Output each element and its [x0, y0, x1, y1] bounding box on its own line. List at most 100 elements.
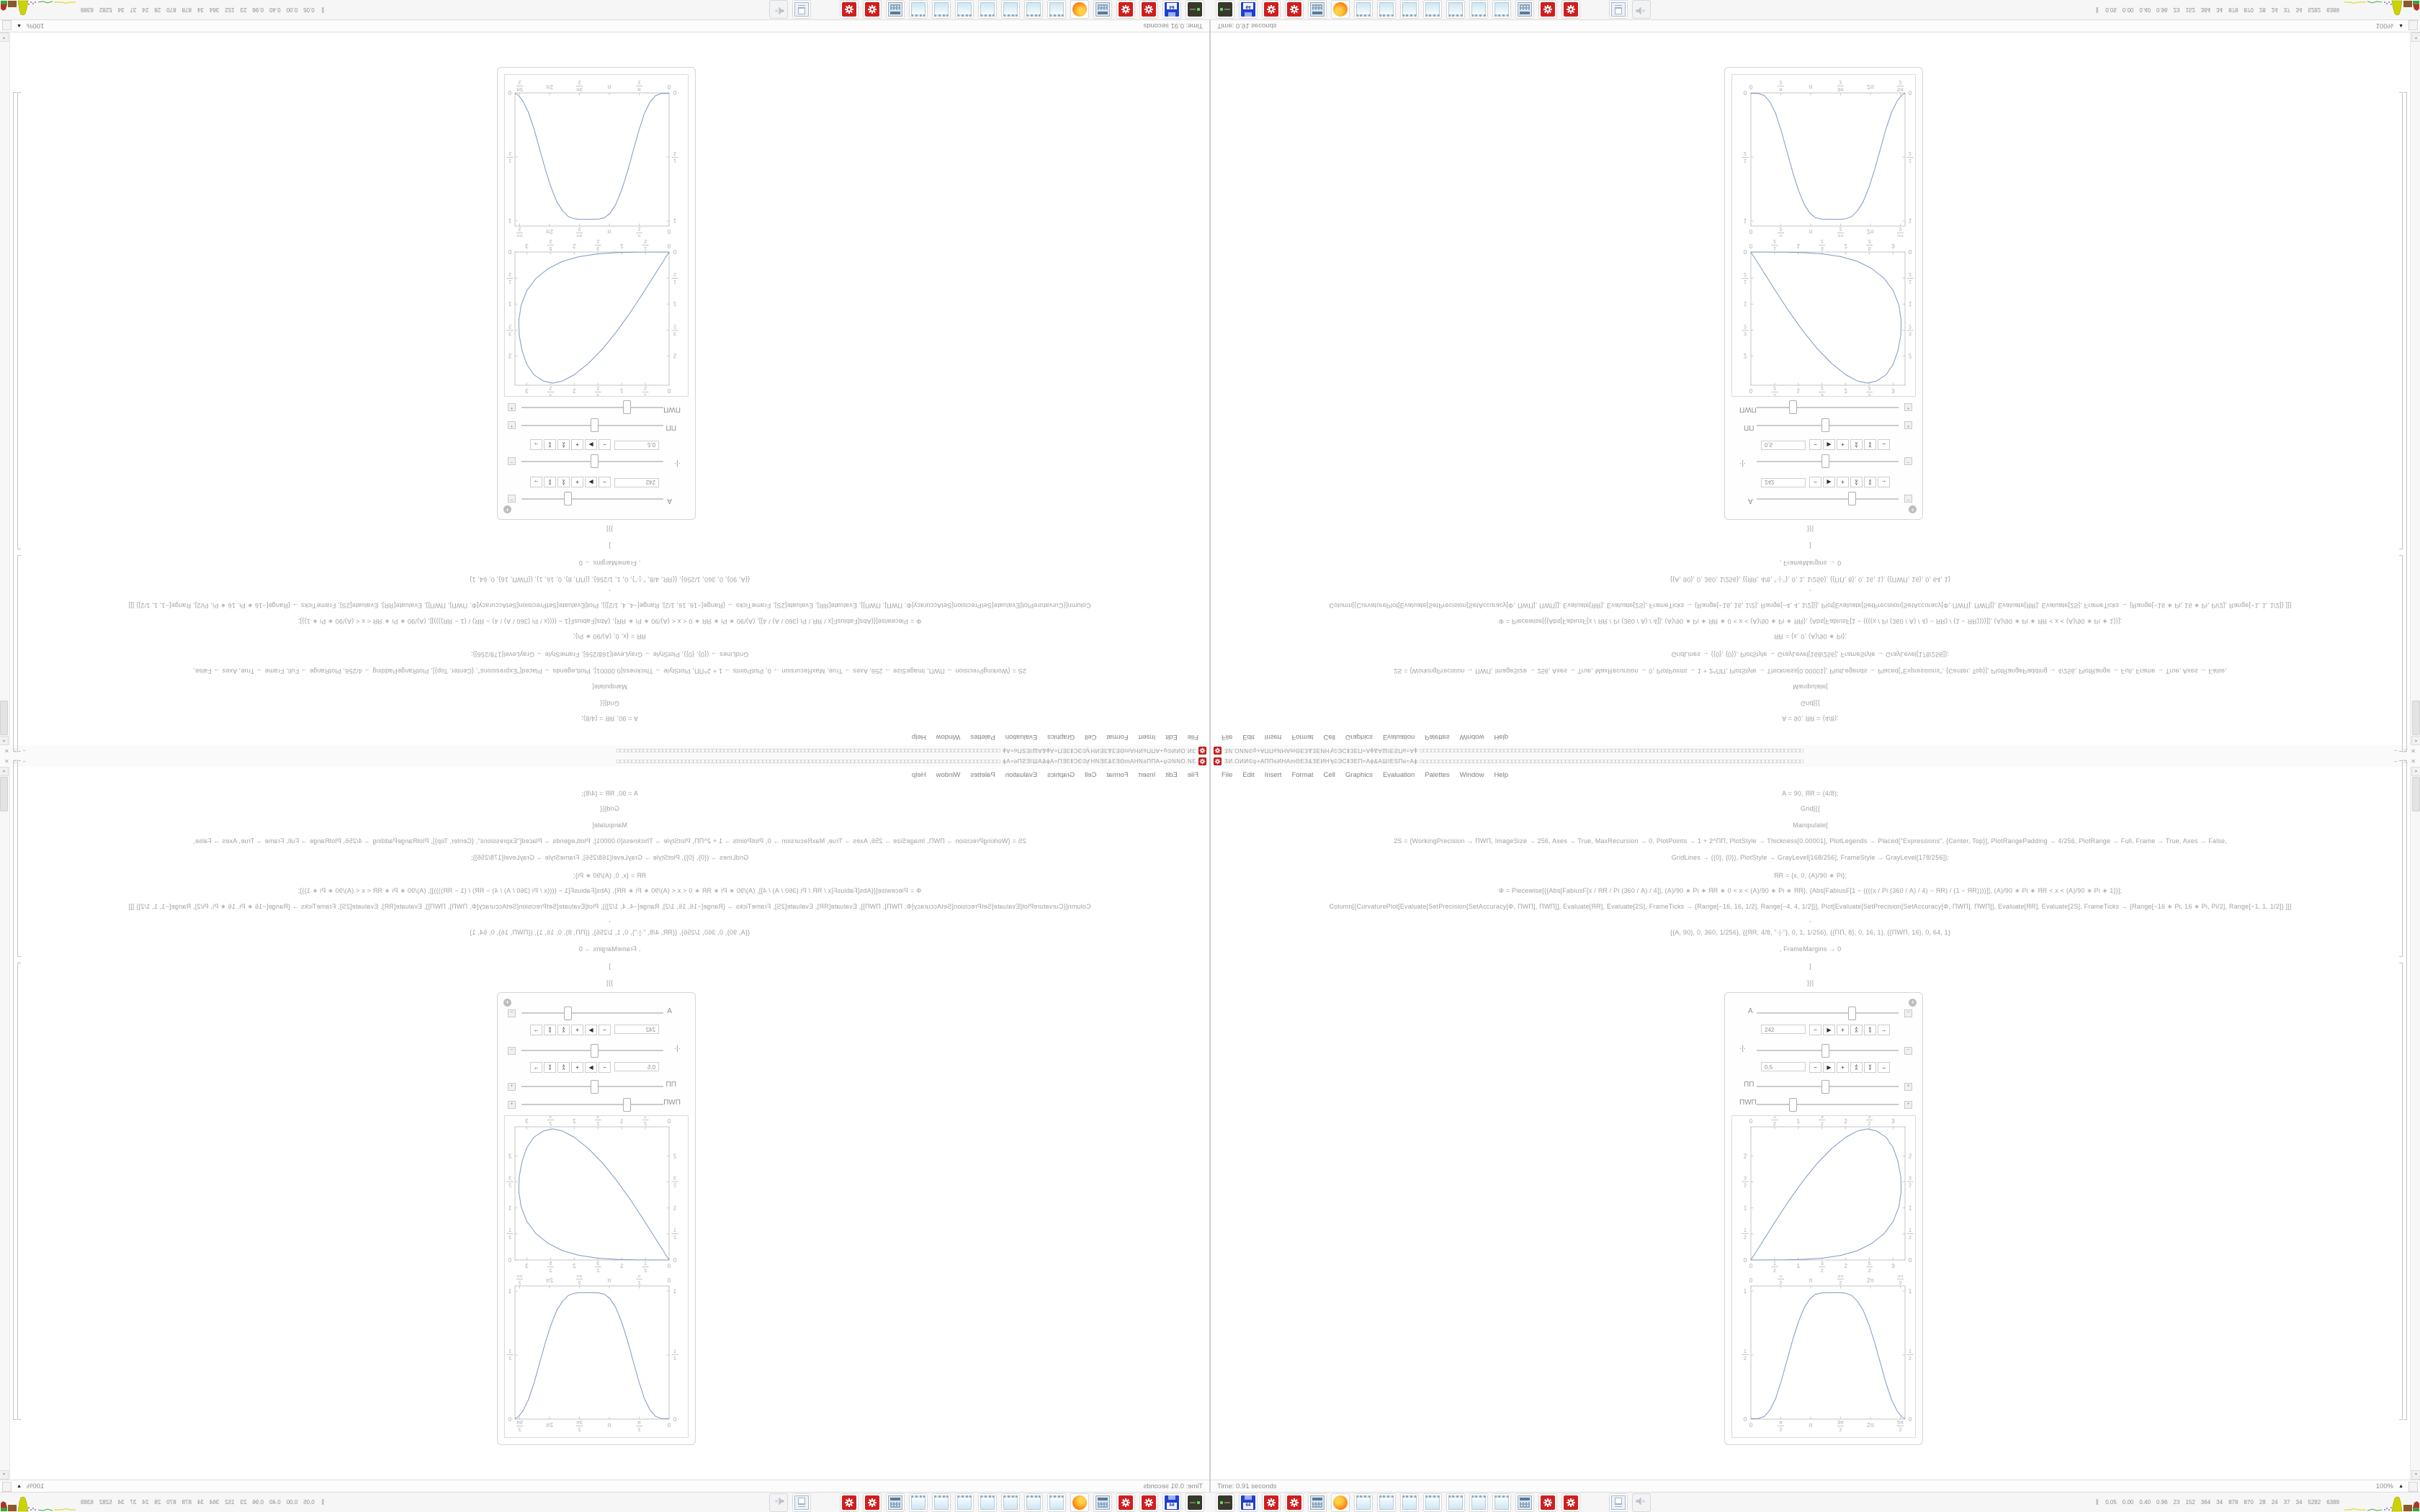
- close-button[interactable]: ✕: [4, 757, 9, 765]
- taskbar-notepad-button[interactable]: [1377, 0, 1396, 19]
- taskbar-calculator-button[interactable]: [1308, 1493, 1327, 1512]
- window-resize-corner[interactable]: [2408, 20, 2418, 31]
- minimize-button[interactable]: –: [22, 747, 26, 755]
- slider-collapse-button[interactable]: −: [1904, 1009, 1912, 1017]
- menu-item-help[interactable]: Help: [912, 771, 926, 779]
- anim-step-forward-button[interactable]: +: [571, 439, 583, 450]
- menu-item-graphics[interactable]: Graphics: [1047, 771, 1075, 779]
- cell-bracket-group[interactable]: [13, 92, 17, 752]
- taskbar-mathematica-button[interactable]: [1116, 1493, 1135, 1512]
- slider-collapse-button[interactable]: −: [508, 1009, 516, 1017]
- slider-value-field[interactable]: 242: [1761, 478, 1806, 487]
- anim-slower-button[interactable]: ∨ ∨: [544, 439, 556, 450]
- taskbar-notepad-button[interactable]: [1400, 0, 1419, 19]
- anim-faster-button[interactable]: ∧ ∧: [557, 477, 570, 487]
- anim-direction-button[interactable]: →: [530, 439, 542, 450]
- taskbar-notepad-button[interactable]: [1492, 0, 1511, 19]
- cell-bracket-group[interactable]: [2403, 760, 2407, 1420]
- slider-expand-button[interactable]: +: [1904, 421, 1912, 429]
- code-line[interactable]: Α = 90, ЯR = (4/8);: [10, 790, 1209, 797]
- slider-track[interactable]: [521, 1104, 663, 1105]
- taskbar-notepad-button[interactable]: [978, 0, 997, 19]
- code-line[interactable]: ,: [10, 916, 1209, 923]
- anim-play-button[interactable]: ▶: [585, 1025, 597, 1035]
- code-line[interactable]: Manipulate[: [10, 683, 1209, 690]
- anim-slower-button[interactable]: ∨ ∨: [544, 477, 556, 487]
- slider-value-field[interactable]: 0.5: [1761, 441, 1806, 450]
- code-line[interactable]: ,: [10, 589, 1209, 596]
- taskbar-mathematica-button[interactable]: [863, 0, 882, 19]
- slider-track[interactable]: [1757, 407, 1899, 408]
- code-line[interactable]: Φ = Piecewise[{{Abs[FabiusF[x / ЯR / Pi …: [10, 887, 1209, 895]
- taskbar-mathematica-button[interactable]: [1116, 0, 1135, 19]
- taskbar-mathematica-button[interactable]: [1139, 0, 1158, 19]
- slider-expand-button[interactable]: +: [508, 403, 516, 411]
- code-line[interactable]: Grid[{{: [10, 805, 1209, 812]
- anim-step-back-button[interactable]: −: [599, 439, 611, 450]
- code-line[interactable]: GridLines → {{0}, {0}}, PlotStyle → Gray…: [1211, 854, 2410, 861]
- taskbar-volume-muted-button[interactable]: [769, 1493, 788, 1512]
- code-line[interactable]: 2S = {WorkingPrecision → ΠWΠ, ImageSize …: [1211, 837, 2410, 845]
- taskbar-printer-button[interactable]: [792, 1493, 811, 1512]
- magnification-dropdown-icon[interactable]: ▲: [17, 23, 22, 28]
- menu-item-edit[interactable]: Edit: [1165, 771, 1178, 779]
- anim-step-back-button[interactable]: −: [599, 477, 611, 487]
- code-line[interactable]: Grid[{{: [10, 700, 1209, 707]
- code-line[interactable]: ]: [10, 963, 1209, 970]
- window-titlebar[interactable]: ЗИ.ОИИ©ϙ+АППϭИНАmΘЕЗ&ЗЕИНϡ©ЭСⅡЗЕП≈Аϕ&АШΙ…: [1211, 756, 2420, 768]
- code-line[interactable]: Α = 90, ЯR = (4/8);: [10, 715, 1209, 722]
- menu-item-insert[interactable]: Insert: [1264, 771, 1282, 779]
- taskbar-calculator-button[interactable]: [1093, 1493, 1112, 1512]
- anim-slower-button[interactable]: ∨ ∨: [1864, 1025, 1876, 1035]
- menu-item-edit[interactable]: Edit: [1165, 733, 1178, 741]
- code-line[interactable]: 2S = {WorkingPrecision → ΠWΠ, ImageSize …: [10, 837, 1209, 845]
- taskbar-notepad-button[interactable]: [1377, 1493, 1396, 1512]
- slider-thumb[interactable]: [1788, 1098, 1797, 1112]
- magnification-value[interactable]: 100%: [26, 1482, 45, 1490]
- taskbar-calculator-button[interactable]: [1093, 0, 1112, 19]
- taskbar-mathematica-button[interactable]: [1285, 1493, 1304, 1512]
- taskbar-notepad-button[interactable]: [1423, 1493, 1442, 1512]
- anim-slower-button[interactable]: ∨ ∨: [544, 1062, 556, 1073]
- taskbar-c64-emulator-button[interactable]: [1186, 0, 1204, 19]
- scroll-down-icon[interactable]: ▼: [0, 1470, 9, 1480]
- anim-faster-button[interactable]: ∧ ∧: [557, 1025, 570, 1035]
- menu-item-cell[interactable]: Cell: [1323, 733, 1335, 741]
- menu-item-evaluation[interactable]: Evaluation: [1005, 771, 1038, 779]
- taskbar-notepad-button[interactable]: [909, 1493, 928, 1512]
- taskbar-notepad-button[interactable]: [1423, 0, 1442, 19]
- scroll-up-icon[interactable]: ▲: [0, 736, 9, 745]
- taskbar-printer-button[interactable]: [1609, 1493, 1628, 1512]
- cell-bracket-output[interactable]: [17, 92, 21, 549]
- menu-item-file[interactable]: File: [1222, 733, 1233, 741]
- anim-play-button[interactable]: ▶: [585, 477, 597, 487]
- taskbar-c64-emulator-button[interactable]: [1216, 0, 1234, 19]
- taskbar-notepad-button[interactable]: [1001, 0, 1020, 19]
- slider-thumb[interactable]: [563, 1007, 572, 1020]
- slider-thumb[interactable]: [1848, 1007, 1857, 1020]
- anim-faster-button[interactable]: ∧ ∧: [1850, 439, 1863, 450]
- code-line[interactable]: , FrameMargins → 0: [10, 945, 1209, 953]
- close-button[interactable]: ✕: [2411, 757, 2416, 765]
- taskbar-c64-emulator-button[interactable]: [1186, 1493, 1204, 1512]
- taskbar-firefox-button[interactable]: [1331, 1493, 1350, 1512]
- minimize-button[interactable]: –: [22, 757, 26, 765]
- taskbar-mathematica-button[interactable]: [1139, 1493, 1158, 1512]
- taskbar-mathematica-button[interactable]: [1262, 1493, 1281, 1512]
- minimize-button[interactable]: –: [2394, 757, 2398, 765]
- menu-item-cell[interactable]: Cell: [1085, 733, 1097, 741]
- menu-item-help[interactable]: Help: [1494, 771, 1508, 779]
- cell-bracket-input[interactable]: [2399, 555, 2403, 752]
- taskbar-mathematica-button[interactable]: [1561, 0, 1580, 19]
- code-line[interactable]: ,: [1211, 589, 2410, 596]
- taskbar-volume-muted-button[interactable]: [1632, 1493, 1651, 1512]
- code-line[interactable]: {{Α, 90}, 0, 360, 1/256}, {{ЯR, 4/8, "·|…: [1211, 576, 2410, 583]
- magnification-dropdown-icon[interactable]: ▲: [17, 1484, 22, 1489]
- code-line[interactable]: GridLines → {{0}, {0}}, PlotStyle → Gray…: [1211, 651, 2410, 658]
- slider-thumb[interactable]: [1821, 1044, 1830, 1058]
- vertical-scrollbar[interactable]: ▲ ▼: [2410, 767, 2420, 1480]
- magnification-value[interactable]: 100%: [2375, 1482, 2394, 1490]
- anim-play-button[interactable]: ▶: [1823, 477, 1835, 487]
